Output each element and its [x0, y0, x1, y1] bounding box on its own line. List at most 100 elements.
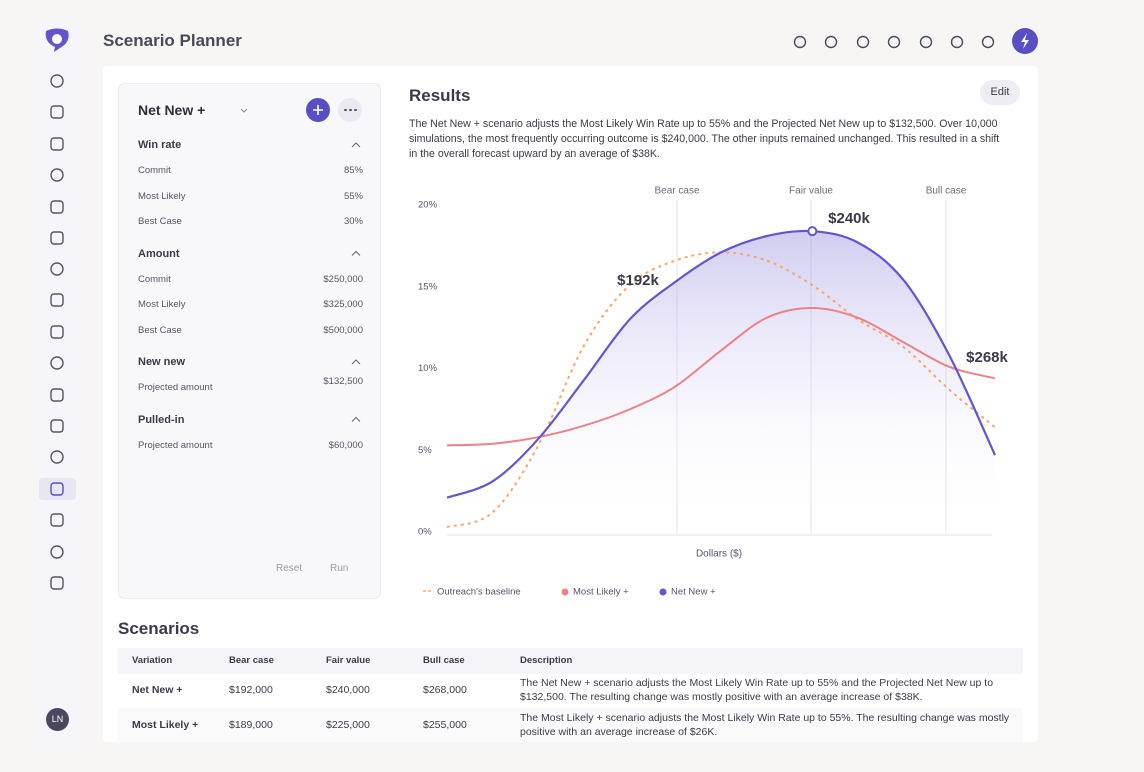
variation-name: Most Likely + [132, 719, 199, 731]
y-tick-label: 0% [418, 527, 432, 538]
toolbar-icon[interactable] [950, 35, 964, 49]
scenario-panel [118, 83, 381, 599]
table-cell: $189,000 [229, 719, 273, 731]
nav-icon[interactable] [50, 137, 64, 151]
edit-button[interactable]: Edit [980, 80, 1020, 105]
field-value: $60,000 [328, 439, 363, 451]
legend-label: Net New + [671, 587, 716, 598]
bolt-icon [1021, 33, 1029, 49]
nav-icon[interactable] [50, 419, 64, 433]
legend-label: Outreach's baseline [437, 587, 521, 598]
reference-label: Bear case [654, 186, 699, 197]
description-cell: The Net New + scenario adjusts the Most … [520, 677, 994, 703]
column-header: Bear case [229, 655, 274, 666]
nav-icon[interactable] [50, 74, 64, 88]
toolbar-icon[interactable] [919, 35, 933, 49]
nav-icon[interactable] [50, 168, 64, 182]
section-title: Pulled-in [138, 413, 185, 426]
column-header: Description [520, 655, 573, 666]
annotation: $192k [617, 272, 659, 289]
table-row-bg [118, 708, 1023, 742]
column-header: Fair value [326, 655, 371, 666]
toolbar-icon[interactable] [981, 35, 995, 49]
legend-swatch [561, 588, 569, 596]
toolbar-icon[interactable] [824, 35, 838, 49]
field-label: Commit [138, 165, 171, 176]
collapse-caret[interactable] [351, 416, 361, 422]
page-title: Scenario Planner [103, 31, 242, 50]
field-label: Best Case [138, 216, 182, 227]
nav-icon[interactable] [50, 262, 64, 276]
nav-icon[interactable] [50, 293, 64, 307]
x-axis-label: Dollars ($) [696, 549, 742, 560]
nav-icon[interactable] [50, 450, 64, 464]
section-title: New new [138, 356, 186, 368]
table-cell: $268,000 [423, 684, 467, 696]
nav-icon[interactable] [50, 576, 64, 590]
nav-icon[interactable] [50, 231, 64, 245]
collapse-caret[interactable] [351, 250, 361, 256]
series-line [446, 229, 997, 499]
nav-icon[interactable] [50, 545, 64, 559]
column-header: Variation [132, 655, 173, 666]
field-label: Best Case [138, 324, 182, 336]
annotation: $268k [966, 349, 1008, 366]
description-cell: The Most Likely + scenario adjusts the M… [520, 712, 1010, 738]
nav-icon-shape [50, 325, 64, 339]
nav-icon-shape [50, 545, 64, 559]
collapse-caret[interactable] [351, 142, 361, 148]
scenarios-title: Scenarios [118, 619, 200, 638]
nav-icon-shape [50, 482, 64, 496]
field-value: $132,500 [323, 376, 363, 387]
annotation: $240k [828, 210, 870, 227]
nav-icon-shape [50, 74, 64, 88]
nav-icon-shape [50, 200, 64, 214]
table-cell: $255,000 [423, 719, 467, 731]
nav-icon[interactable] [50, 388, 64, 402]
nav-icon-shape [50, 168, 64, 182]
field-value: $250,000 [323, 273, 363, 285]
table-cell: $192,000 [229, 684, 273, 696]
collapse-caret[interactable] [351, 359, 361, 365]
nav-icon[interactable] [50, 105, 64, 119]
nav-icon[interactable] [50, 356, 64, 370]
nav-icon-shape [50, 293, 64, 307]
dropdown-caret [240, 108, 248, 113]
field-label: Projected amount [138, 439, 213, 451]
field-label: Most Likely [138, 299, 186, 310]
nav-icon-shape [50, 231, 64, 245]
results-description: The Net New + scenario adjusts the Most … [409, 118, 1000, 160]
run-button[interactable]: Run [330, 563, 349, 574]
section-title: Amount [138, 247, 180, 260]
nav-icon-shape [50, 513, 64, 527]
nav-icon[interactable] [50, 482, 64, 496]
nav-icon-shape [50, 576, 64, 590]
panel-title: Net New + [138, 102, 206, 118]
field-value: 55% [343, 190, 363, 202]
nav-icon[interactable] [50, 200, 64, 214]
toolbar-icon[interactable] [887, 35, 901, 49]
user-avatar[interactable]: LN [46, 708, 69, 731]
nav-icon[interactable] [50, 325, 64, 339]
y-tick-label: 5% [418, 445, 432, 456]
field-label: Commit [138, 273, 171, 285]
reference-label: Fair value [789, 186, 833, 197]
toolbar-icon[interactable] [856, 35, 870, 49]
column-header: Bull case [423, 655, 465, 666]
reset-button[interactable]: Reset [276, 563, 303, 574]
field-label: Most Likely [138, 190, 186, 202]
section-title: Win rate [138, 139, 182, 151]
nav-icon-shape [50, 419, 64, 433]
legend-label: Most Likely + [573, 587, 629, 598]
nav-icon-shape [50, 105, 64, 119]
y-tick-label: 10% [418, 363, 438, 374]
legend-swatch [659, 588, 667, 596]
field-value: $325,000 [323, 299, 363, 310]
series-line [446, 251, 996, 529]
nav-icon-shape [50, 137, 64, 151]
results-title: Results [409, 86, 471, 105]
toolbar-icon[interactable] [793, 35, 807, 49]
nav-icon[interactable] [50, 513, 64, 527]
